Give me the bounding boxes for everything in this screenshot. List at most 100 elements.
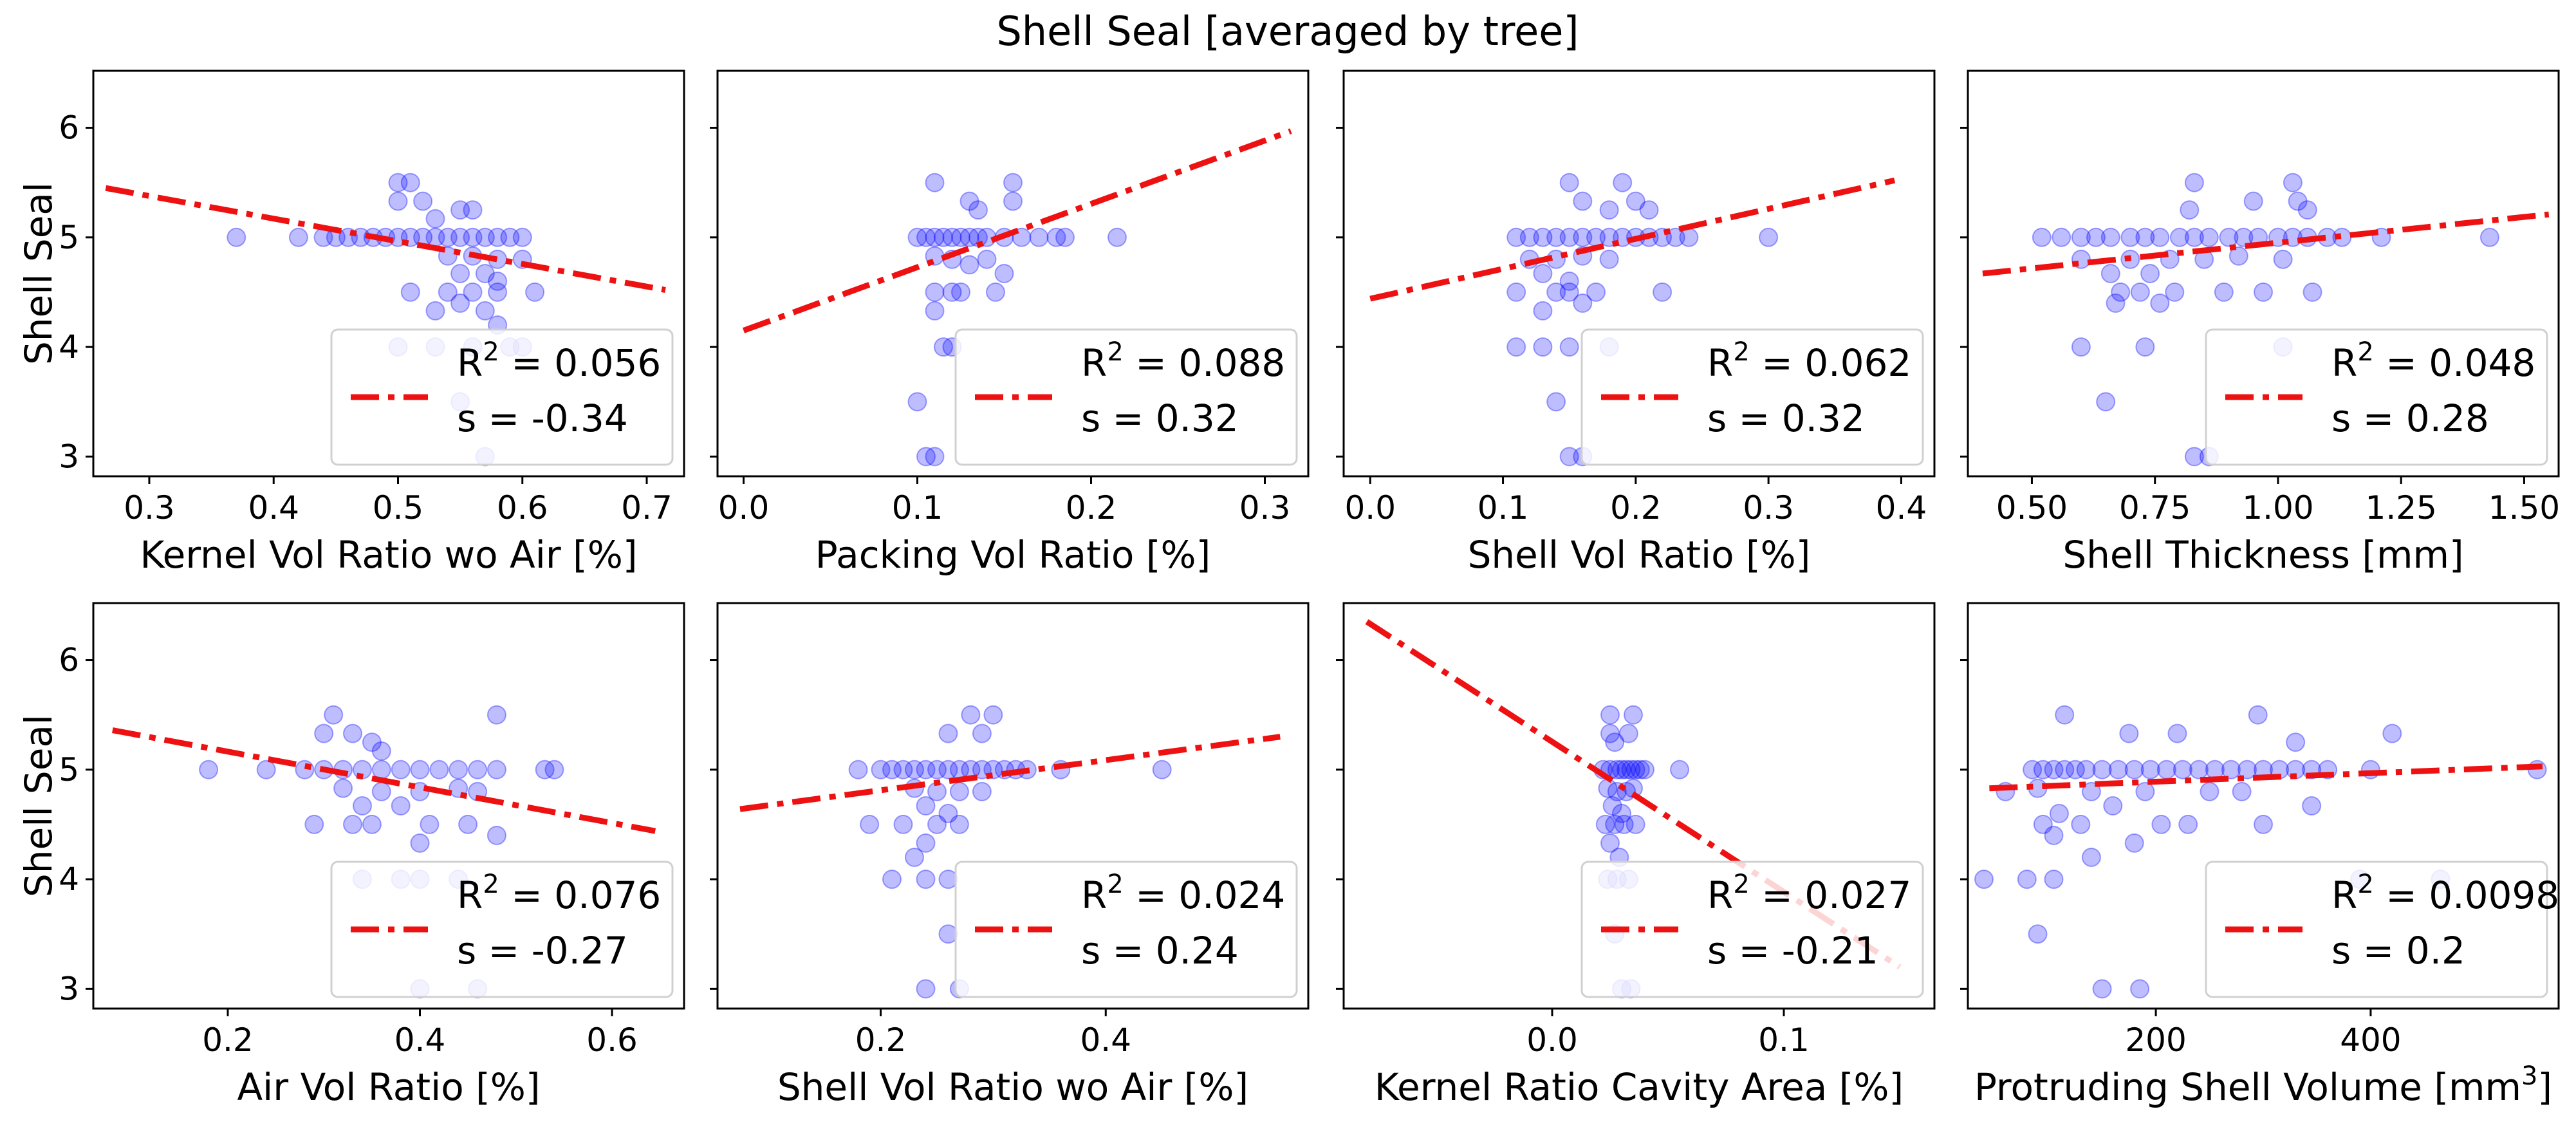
x-axis-label: Shell Vol Ratio [%]	[1468, 533, 1811, 577]
legend-slope: s = 0.2	[2331, 929, 2465, 973]
data-point	[304, 814, 324, 834]
data-point	[986, 282, 1005, 302]
data-point	[314, 723, 334, 743]
data-point	[475, 301, 495, 321]
data-point	[1639, 200, 1659, 220]
legend: R2 = 0.024 s = 0.24	[954, 861, 1298, 998]
legend: R2 = 0.088 s = 0.32	[954, 328, 1298, 466]
data-point	[1635, 759, 1654, 779]
x-tick-label: 0.7	[621, 489, 672, 526]
data-point	[1600, 723, 1620, 743]
x-axis-label: Air Vol Ratio [%]	[237, 1065, 541, 1109]
data-point	[860, 814, 880, 834]
data-point	[1974, 870, 1994, 889]
data-point	[371, 781, 391, 801]
data-point	[925, 282, 945, 302]
data-point	[1599, 200, 1619, 220]
data-point	[450, 227, 470, 247]
data-point	[1046, 227, 1066, 247]
legend-box	[954, 861, 1298, 998]
data-point	[1605, 814, 1625, 834]
data-point	[343, 723, 362, 743]
data-point	[2096, 392, 2116, 412]
data-point	[2283, 172, 2303, 192]
x-tick-label: 200	[2125, 1021, 2186, 1059]
data-point	[934, 337, 953, 357]
data-point	[1546, 392, 1566, 412]
x-tick-label: 0.2	[1066, 489, 1117, 526]
data-point	[525, 282, 545, 302]
data-point	[438, 282, 458, 302]
legend-box	[330, 861, 674, 998]
data-point	[2221, 759, 2241, 779]
data-point	[994, 264, 1014, 283]
data-point	[2165, 282, 2185, 302]
data-point	[2065, 759, 2085, 779]
data-point	[400, 282, 420, 302]
data-point	[1607, 759, 1627, 779]
data-point	[2081, 848, 2101, 867]
data-point	[410, 759, 430, 779]
data-point	[362, 814, 382, 834]
data-point	[1614, 814, 1634, 834]
data-point	[1533, 301, 1553, 321]
data-point	[977, 249, 997, 269]
data-point	[1506, 227, 1526, 247]
data-point	[951, 227, 970, 247]
data-point	[942, 227, 962, 247]
data-point	[2135, 781, 2155, 801]
data-point	[882, 870, 902, 889]
data-point	[916, 796, 936, 815]
data-point	[1107, 227, 1127, 247]
data-point	[1600, 833, 1620, 853]
data-point	[959, 191, 979, 211]
data-point	[2092, 979, 2112, 999]
data-point	[1653, 282, 1673, 302]
data-point	[916, 870, 936, 889]
data-point	[2120, 227, 2140, 247]
data-point	[2234, 227, 2254, 247]
x-tick-label: 1.50	[2488, 489, 2560, 526]
data-point	[1573, 293, 1593, 313]
data-point	[463, 200, 483, 220]
data-point	[907, 227, 927, 247]
fit-line	[105, 185, 666, 293]
y-tick-label: 6	[59, 642, 79, 679]
data-point	[1626, 814, 1645, 834]
legend-r2: R2 = 0.024	[1081, 870, 1285, 917]
data-point	[429, 759, 449, 779]
data-point	[1618, 723, 1638, 743]
data-point	[486, 826, 506, 845]
data-point	[2033, 759, 2053, 779]
data-point	[916, 833, 936, 853]
data-point	[353, 796, 372, 815]
y-tick-label: 4	[59, 328, 79, 366]
x-tick-label: 1.25	[2366, 489, 2437, 526]
data-point	[2044, 870, 2064, 889]
data-point	[324, 705, 344, 725]
data-point	[2200, 781, 2219, 801]
data-point	[1519, 227, 1539, 247]
panel-1: 3 4 5 6 0.3 0.4 0.5 0.6 0.7 Kernel Vol Ratio wo A…	[17, 70, 685, 577]
x-tick-label: 0.4	[1080, 1021, 1131, 1059]
data-point	[1665, 227, 1685, 247]
x-axis-label: Packing Vol Ratio [%]	[815, 533, 1210, 577]
data-point	[2286, 732, 2306, 752]
data-point	[2167, 723, 2187, 743]
data-point	[1533, 337, 1553, 357]
legend-slope: s = 0.32	[1707, 396, 1865, 440]
x-tick-label: 0.1	[1758, 1021, 1810, 1059]
data-point	[2055, 759, 2075, 779]
data-point	[2243, 191, 2263, 211]
data-point	[2052, 227, 2071, 247]
data-point	[2092, 759, 2112, 779]
data-point	[2150, 227, 2170, 247]
data-point	[1605, 732, 1625, 752]
data-point	[916, 227, 936, 247]
data-point	[1003, 172, 1023, 192]
data-point	[450, 264, 470, 283]
y-tick-label: 4	[59, 861, 79, 898]
data-point	[420, 814, 440, 834]
x-tick-label: 0.2	[855, 1021, 907, 1059]
data-point	[1621, 759, 1641, 779]
